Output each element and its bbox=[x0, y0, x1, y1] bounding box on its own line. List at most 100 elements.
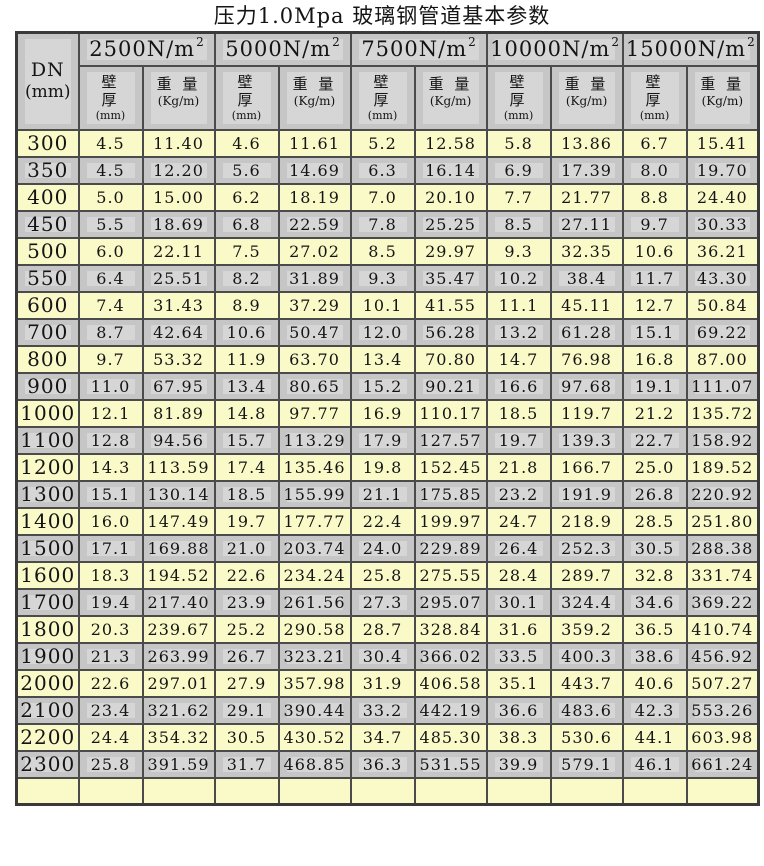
value-cell: 19.7 bbox=[213, 506, 280, 536]
value-cell: 56.28 bbox=[413, 317, 488, 347]
value-cell: 61.28 bbox=[549, 317, 624, 347]
value-cell: 251.80 bbox=[685, 506, 760, 536]
value-cell: 261.56 bbox=[277, 587, 352, 617]
value-cell: 323.21 bbox=[277, 641, 352, 671]
value-cell: 31.7 bbox=[213, 749, 280, 779]
value-cell bbox=[77, 776, 144, 806]
table-row: 1000 12.1 81.89 14.8 97.77 16.9 110.17 18.5 119.… bbox=[15, 398, 760, 428]
table-row: 1700 19.4 217.40 23.9 261.56 27.3 295.07 30.1 32… bbox=[15, 587, 760, 617]
value-cell: 13.2 bbox=[485, 317, 552, 347]
value-cell: 5.8 bbox=[485, 128, 552, 158]
value-cell bbox=[413, 776, 488, 806]
value-cell: 97.68 bbox=[549, 371, 624, 401]
dn-cell: 450 bbox=[15, 209, 80, 239]
value-cell: 155.99 bbox=[277, 479, 352, 509]
value-cell: 321.62 bbox=[141, 695, 216, 725]
load-group-superscript: 2 bbox=[196, 35, 205, 50]
value-cell: 16.0 bbox=[77, 506, 144, 536]
value-cell: 10.6 bbox=[621, 236, 688, 266]
table-row: 1300 15.1 130.14 18.5 155.99 21.1 175.85 23.2 19… bbox=[15, 479, 760, 509]
value-cell: 324.4 bbox=[549, 587, 624, 617]
value-cell: 87.00 bbox=[685, 344, 760, 374]
value-cell: 483.6 bbox=[549, 695, 624, 725]
value-cell: 239.67 bbox=[141, 614, 216, 644]
value-cell: 14.7 bbox=[485, 344, 552, 374]
thickness-header-line: 厚 bbox=[509, 90, 528, 109]
weight-header-line: (Kg/m) bbox=[157, 93, 200, 108]
value-cell: 11.7 bbox=[621, 263, 688, 293]
value-cell: 24.40 bbox=[685, 182, 760, 212]
value-cell: 9.3 bbox=[349, 263, 416, 293]
dn-cell: 1200 bbox=[15, 452, 80, 482]
table-row: 400 5.0 15.00 6.2 18.19 7.0 20.10 7.7 21.77 8.8 24… bbox=[15, 182, 760, 212]
weight-header-line: 重 量 bbox=[156, 74, 201, 93]
spacer bbox=[553, 109, 621, 121]
value-cell bbox=[213, 776, 280, 806]
value-cell: 166.7 bbox=[549, 452, 624, 482]
value-cell: 27.9 bbox=[213, 668, 280, 698]
value-cell: 442.19 bbox=[413, 695, 488, 725]
table-row: 450 5.5 18.69 6.8 22.59 7.8 25.25 8.5 27.11 9.7 30… bbox=[15, 209, 760, 239]
table-row: 350 4.5 12.20 5.6 14.69 6.3 16.14 6.9 17.39 8.0 19… bbox=[15, 155, 760, 185]
value-cell: 30.1 bbox=[485, 587, 552, 617]
value-cell: 297.01 bbox=[141, 668, 216, 698]
value-cell: 158.92 bbox=[685, 425, 760, 455]
value-cell: 263.99 bbox=[141, 641, 216, 671]
dn-cell: 2100 bbox=[15, 695, 80, 725]
value-cell: 531.55 bbox=[413, 749, 488, 779]
value-cell: 6.0 bbox=[77, 236, 144, 266]
value-cell: 661.24 bbox=[685, 749, 760, 779]
value-cell: 15.7 bbox=[213, 425, 280, 455]
dn-cell: 1900 bbox=[15, 641, 80, 671]
load-group-label: 5000N/m bbox=[225, 37, 332, 62]
spacer bbox=[281, 109, 349, 121]
value-cell: 20.3 bbox=[77, 614, 144, 644]
value-cell: 20.10 bbox=[413, 182, 488, 212]
value-cell: 357.98 bbox=[277, 668, 352, 698]
value-cell: 14.69 bbox=[277, 155, 352, 185]
value-cell: 31.43 bbox=[141, 290, 216, 320]
value-cell: 17.9 bbox=[349, 425, 416, 455]
value-cell: 17.39 bbox=[549, 155, 624, 185]
value-cell: 69.22 bbox=[685, 317, 760, 347]
value-cell: 135.46 bbox=[277, 452, 352, 482]
value-cell: 25.0 bbox=[621, 452, 688, 482]
value-cell: 38.3 bbox=[485, 722, 552, 752]
weight-header-line: (Kg/m) bbox=[565, 93, 608, 108]
value-cell: 390.44 bbox=[277, 695, 352, 725]
value-cell: 21.77 bbox=[549, 182, 624, 212]
value-cell: 26.4 bbox=[485, 533, 552, 563]
value-cell: 17.1 bbox=[77, 533, 144, 563]
value-cell: 12.1 bbox=[77, 398, 144, 428]
value-cell: 199.97 bbox=[413, 506, 488, 536]
table-row: 600 7.4 31.43 8.9 37.29 10.1 41.55 11.1 45.11 12.… bbox=[15, 290, 760, 320]
value-cell: 27.11 bbox=[549, 209, 624, 239]
dn-cell: 1100 bbox=[15, 425, 80, 455]
thickness-column-header: 壁厚 (mm) bbox=[485, 64, 552, 131]
value-cell: 9.7 bbox=[77, 344, 144, 374]
value-cell: 290.58 bbox=[277, 614, 352, 644]
value-cell: 456.92 bbox=[685, 641, 760, 671]
value-cell: 11.40 bbox=[141, 128, 216, 158]
dn-cell: 1500 bbox=[15, 533, 80, 563]
value-cell: 19.1 bbox=[621, 371, 688, 401]
table-row: 2200 24.4 354.32 30.5 430.52 34.7 485.30 38.3 53… bbox=[15, 722, 760, 752]
thickness-header-line: 厚 bbox=[645, 90, 664, 109]
value-cell: 28.5 bbox=[621, 506, 688, 536]
value-cell: 229.89 bbox=[413, 533, 488, 563]
value-cell: 12.7 bbox=[621, 290, 688, 320]
value-cell: 42.3 bbox=[621, 695, 688, 725]
value-cell: 22.11 bbox=[141, 236, 216, 266]
value-cell: 15.00 bbox=[141, 182, 216, 212]
value-cell: 603.98 bbox=[685, 722, 760, 752]
value-cell: 169.88 bbox=[141, 533, 216, 563]
thickness-header-line: (mm) bbox=[639, 108, 670, 122]
dn-column-header: DN (mm) bbox=[15, 31, 80, 131]
value-cell: 553.26 bbox=[685, 695, 760, 725]
dn-cell: 1600 bbox=[15, 560, 80, 590]
table-row: 1100 12.8 94.56 15.7 113.29 17.9 127.57 19.7 139… bbox=[15, 425, 760, 455]
thickness-header-line: 厚 bbox=[101, 90, 120, 109]
value-cell: 45.11 bbox=[549, 290, 624, 320]
value-cell: 11.9 bbox=[213, 344, 280, 374]
